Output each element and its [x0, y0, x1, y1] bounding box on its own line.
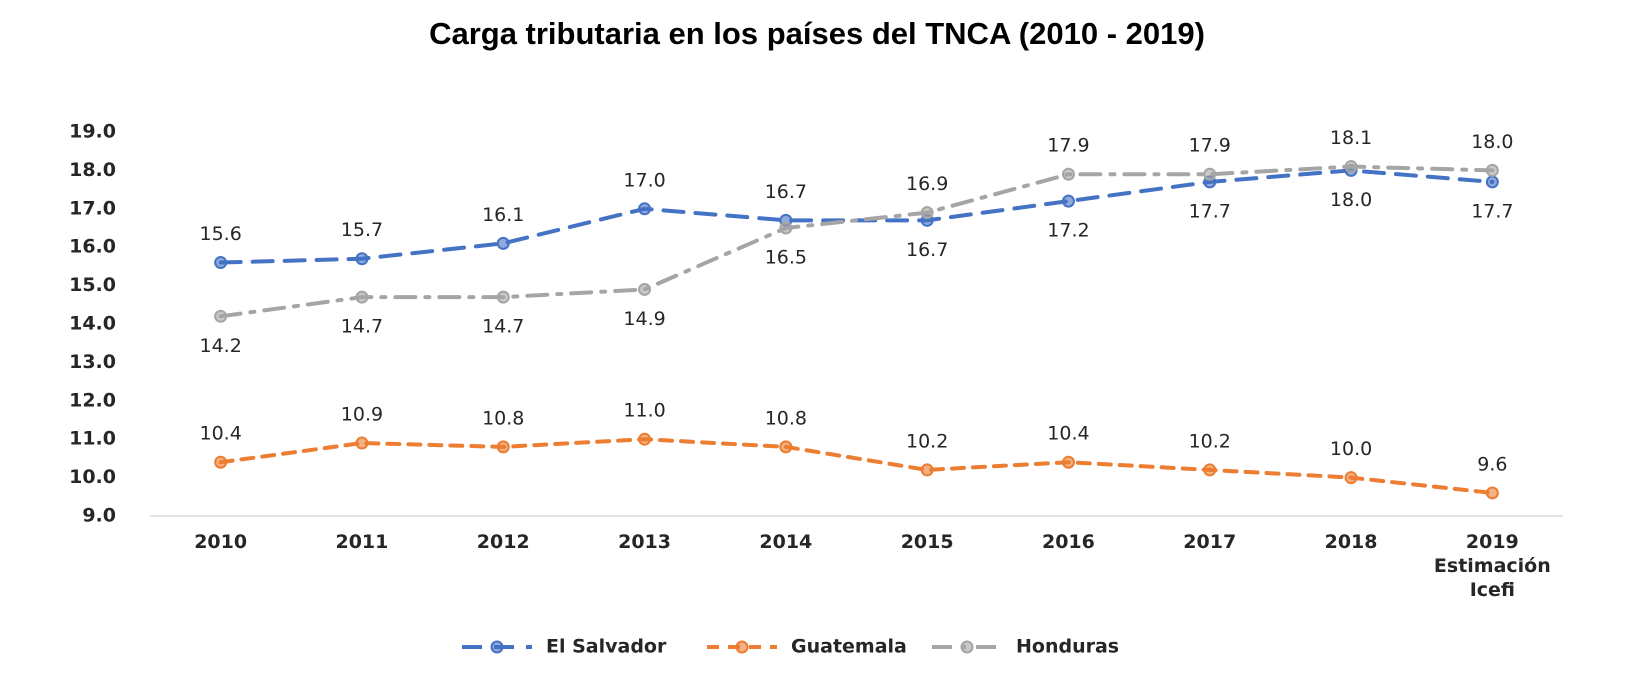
data-label: 16.1: [482, 204, 524, 226]
series-line: [218, 437, 1495, 495]
data-label: 17.2: [1047, 220, 1089, 242]
x-tick-label: 2017: [1183, 531, 1237, 553]
point: [1203, 463, 1217, 477]
point: [355, 252, 369, 266]
data-label: 17.9: [1047, 135, 1089, 157]
data-label: 11.0: [623, 400, 665, 422]
point: [779, 221, 793, 235]
point: [1061, 455, 1075, 469]
point: [1061, 167, 1075, 181]
x-tick-label: 2019 Estimación Icefi: [1433, 531, 1551, 601]
x-tick-label: 2010: [194, 531, 248, 553]
point: [1485, 486, 1499, 500]
y-tick-label: 14.0: [69, 313, 116, 335]
legend-label: Guatemala: [791, 636, 907, 658]
y-tick-label: 17.0: [69, 197, 116, 219]
y-tick-label: 10.0: [69, 466, 116, 488]
point: [779, 440, 793, 454]
data-label: 18.1: [1330, 127, 1372, 149]
data-label: 15.6: [199, 223, 241, 245]
data-label: 17.0: [623, 169, 665, 191]
point: [1061, 194, 1075, 208]
data-label: 14.7: [482, 316, 524, 338]
y-tick-label: 18.0: [69, 159, 116, 181]
data-label: 10.0: [1330, 438, 1372, 460]
data-label: 15.7: [341, 219, 383, 241]
y-tick-label: 12.0: [69, 389, 116, 411]
y-tick-label: 11.0: [69, 428, 116, 450]
data-label: 17.9: [1189, 135, 1231, 157]
point: [496, 440, 510, 454]
point: [920, 206, 934, 220]
point: [496, 236, 510, 250]
point: [638, 432, 652, 446]
legend-label: Honduras: [1016, 636, 1119, 658]
data-label: 16.7: [906, 239, 948, 261]
point: [1344, 160, 1358, 174]
point: [1344, 471, 1358, 485]
data-label: 10.8: [765, 407, 807, 429]
x-tick-label: 2014: [759, 531, 813, 553]
data-label: 16.7: [765, 181, 807, 203]
x-tick-label: 2012: [476, 531, 530, 553]
point: [1485, 163, 1499, 177]
data-label: 10.2: [1189, 430, 1231, 452]
data-label: 14.2: [199, 335, 241, 357]
data-label: 14.7: [341, 316, 383, 338]
x-tick-label: 2011: [335, 531, 389, 553]
x-tick-label: 2016: [1041, 531, 1095, 553]
legend-label: El Salvador: [546, 636, 667, 658]
legend-marker: [735, 640, 749, 654]
series-line: [218, 168, 1495, 265]
data-label: 9.6: [1477, 453, 1507, 475]
data-label: 10.4: [1047, 423, 1089, 445]
point: [638, 282, 652, 296]
data-label: 10.2: [906, 430, 948, 452]
data-label: 10.9: [341, 404, 383, 426]
point: [214, 309, 228, 323]
point: [638, 202, 652, 216]
data-label: 17.7: [1189, 200, 1231, 222]
point: [214, 256, 228, 270]
legend-marker: [490, 640, 504, 654]
data-label: 10.8: [482, 407, 524, 429]
data-label: 14.9: [623, 308, 665, 330]
point: [1203, 167, 1217, 181]
chart-title: Carga tributaria en los países del TNCA …: [429, 16, 1205, 51]
y-tick-label: 19.0: [69, 121, 116, 143]
x-tick-label: 2018: [1324, 531, 1378, 553]
point: [355, 290, 369, 304]
data-label: 16.9: [906, 173, 948, 195]
y-tick-label: 9.0: [82, 505, 116, 527]
x-tick-label: 2015: [900, 531, 954, 553]
data-label: 18.0: [1330, 189, 1372, 211]
data-label: 10.4: [199, 423, 241, 445]
data-label: 17.7: [1471, 200, 1513, 222]
series-line: [218, 164, 1495, 319]
x-tick-label: 2013: [618, 531, 671, 553]
legend-marker: [960, 640, 974, 654]
point: [920, 463, 934, 477]
y-tick-label: 16.0: [69, 236, 116, 258]
data-label: 16.5: [765, 247, 807, 269]
y-tick-label: 13.0: [69, 351, 116, 373]
point: [355, 436, 369, 450]
data-label: 18.0: [1471, 131, 1513, 153]
point: [214, 455, 228, 469]
y-tick-label: 15.0: [69, 274, 116, 296]
point: [496, 290, 510, 304]
point: [1485, 175, 1499, 189]
